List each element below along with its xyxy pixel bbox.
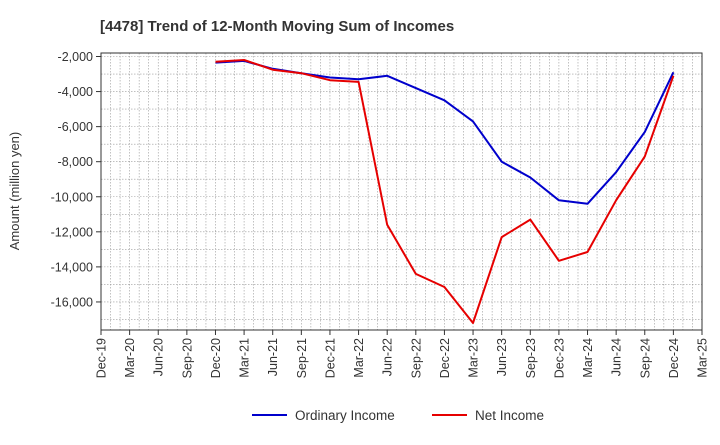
y-tick-label: -12,000 <box>51 225 93 239</box>
x-tick-label: Sep-22 <box>409 338 423 378</box>
x-tick-label: Sep-23 <box>524 338 538 378</box>
legend-label-ordinary-income: Ordinary Income <box>295 408 395 423</box>
x-tick-label: Mar-23 <box>467 338 481 378</box>
x-tick-label: Jun-22 <box>381 338 395 376</box>
x-tick-label: Mar-21 <box>238 338 252 378</box>
grid <box>101 53 702 330</box>
x-tick-label: Dec-22 <box>438 338 452 378</box>
x-tick-label: Jun-24 <box>610 338 624 376</box>
y-tick-label: -10,000 <box>51 190 93 204</box>
y-tick-label: -6,000 <box>58 120 93 134</box>
x-tick-label: Sep-21 <box>295 338 309 378</box>
x-tick-label: Mar-20 <box>123 338 137 378</box>
chart-title: [4478] Trend of 12-Month Moving Sum of I… <box>100 18 454 35</box>
x-tick-label: Sep-20 <box>180 338 194 378</box>
y-tick-label: -8,000 <box>58 155 93 169</box>
plot-area <box>101 53 702 330</box>
x-tick-label: Jun-23 <box>495 338 509 376</box>
x-tick-label: Dec-24 <box>667 338 681 378</box>
series-lines <box>215 59 675 324</box>
x-tick-label: Dec-21 <box>323 338 337 378</box>
x-tick-label: Jun-21 <box>266 338 280 376</box>
series-line-net-income <box>215 59 675 324</box>
x-tick-label: Dec-23 <box>552 338 566 378</box>
x-tick-label: Mar-22 <box>352 338 366 378</box>
y-tick-label: -2,000 <box>58 50 93 64</box>
x-tick-label: Sep-24 <box>638 338 652 378</box>
x-tick-label: Mar-25 <box>696 338 710 378</box>
y-axis-label: Amount (million yen) <box>7 132 22 251</box>
x-tick-label: Dec-19 <box>95 338 109 378</box>
x-tick-label: Jun-20 <box>152 338 166 376</box>
legend: Ordinary Income Net Income <box>252 408 544 423</box>
x-tick-label: Mar-24 <box>581 338 595 378</box>
y-tick-label: -14,000 <box>51 260 93 274</box>
legend-label-net-income: Net Income <box>475 408 544 423</box>
x-tick-label: Dec-20 <box>209 338 223 378</box>
plot-frame <box>100 52 703 331</box>
y-tick-label: -16,000 <box>51 295 93 309</box>
axes: -2,000 -4,000 -6,000 -8,000 -10,000 -12,000 -1… <box>51 50 710 378</box>
y-tick-label: -4,000 <box>58 85 93 99</box>
